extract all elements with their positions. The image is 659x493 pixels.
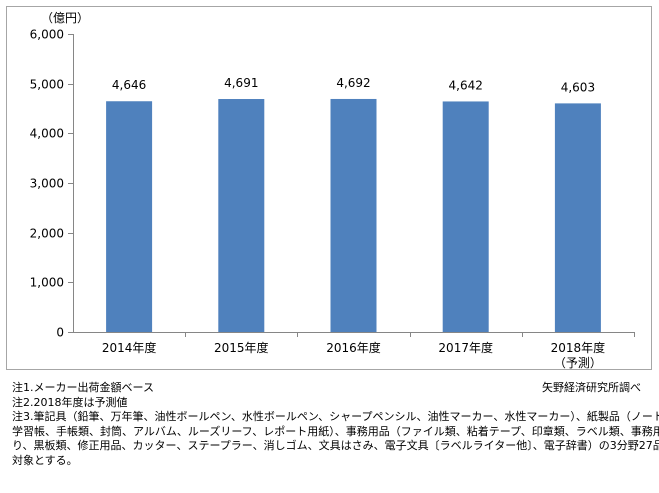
x-tick-label: 2016年度 xyxy=(326,340,381,355)
y-tick-label: 4,000 xyxy=(30,127,64,141)
y-unit-label: （億円） xyxy=(41,11,89,25)
source-credit: 矢野経済研究所調べ xyxy=(542,381,641,394)
bar xyxy=(106,101,153,333)
x-tick-label: 2018年度 xyxy=(551,340,606,355)
note-line: 注1.メーカー出荷金額ベース xyxy=(12,381,154,394)
bars-group xyxy=(106,98,601,333)
data-label: 4,646 xyxy=(112,78,146,92)
y-axis-ticks: 0 1,000 2,000 3,000 4,000 5,000 6,000 xyxy=(30,28,73,340)
note-line: 学習帳、手帳類、封筒、アルバム、ルーズリーフ、レポート用紙）、事務用品（ファイル… xyxy=(12,424,659,438)
y-tick-label: 5,000 xyxy=(30,78,64,92)
data-label: 4,691 xyxy=(224,76,258,90)
bar-chart: （億円） 0 1,000 2,000 3,000 4,000 5,000 6,000 4,6… xyxy=(30,11,635,369)
x-tick-sublabel: （予測） xyxy=(554,356,602,369)
y-tick-label: 0 xyxy=(56,326,64,340)
bar xyxy=(554,103,601,332)
notes: 注1.メーカー出荷金額ベース 注2.2018年度は予測値 注3.筆記具（鉛筆、万… xyxy=(12,381,659,468)
note-line: 対象とする。 xyxy=(12,453,78,467)
x-tick-label: 2017年度 xyxy=(438,340,493,355)
x-tick-label: 2015年度 xyxy=(214,340,269,355)
bar xyxy=(218,99,265,332)
y-tick-label: 2,000 xyxy=(30,227,64,241)
chart-frame: （億円） 0 1,000 2,000 3,000 4,000 5,000 6,000 4,6… xyxy=(6,6,652,370)
data-labels: 4,646 4,691 4,692 4,642 4,603 xyxy=(112,76,595,94)
data-label: 4,603 xyxy=(561,80,595,94)
note-line: り、黒板類、修正用品、カッター、ステープラー、消しゴム、文具はさみ、電子文具〔ラ… xyxy=(12,439,659,452)
note-line: 注3.筆記具（鉛筆、万年筆、油性ボールペン、水性ボールペン、シャープペンシル、油… xyxy=(12,410,659,423)
y-tick-label: 6,000 xyxy=(30,28,64,42)
x-axis-labels: 2014年度 2015年度 2016年度 2017年度 2018年度（予測） xyxy=(102,332,635,369)
y-tick-label: 1,000 xyxy=(30,276,64,290)
x-tick-label: 2014年度 xyxy=(102,340,157,355)
data-label: 4,692 xyxy=(336,76,370,90)
data-label: 4,642 xyxy=(449,78,483,92)
bar xyxy=(442,101,489,333)
bar xyxy=(330,98,377,333)
y-tick-label: 3,000 xyxy=(30,177,64,191)
note-line: 注2.2018年度は予測値 xyxy=(12,395,128,409)
